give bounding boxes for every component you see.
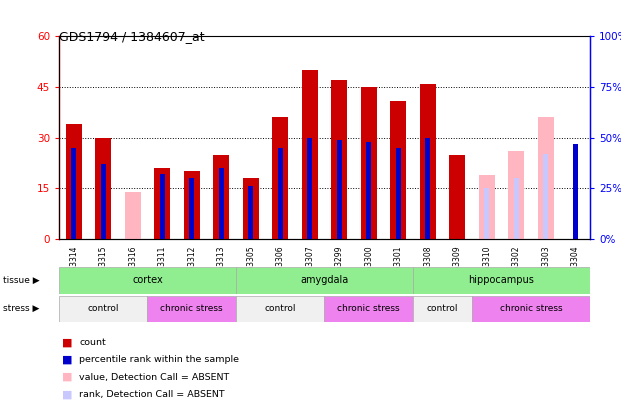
Bar (184, 171, 200, 239)
Text: value, Detection Call = ABSENT: value, Detection Call = ABSENT (79, 373, 230, 382)
Bar (331, 80, 347, 239)
Text: percentile rank within the sample: percentile rank within the sample (79, 355, 240, 364)
Bar (413, 267, 590, 294)
Bar (472, 296, 590, 322)
Bar (366, 142, 371, 239)
Text: ■: ■ (62, 390, 73, 399)
Bar (538, 117, 554, 239)
Text: count: count (79, 338, 106, 347)
Text: cortex: cortex (132, 275, 163, 286)
Bar (236, 296, 324, 322)
Bar (361, 87, 377, 239)
Bar (449, 155, 465, 239)
Bar (66, 124, 82, 239)
Text: ■: ■ (62, 372, 73, 382)
Bar (101, 164, 106, 239)
Bar (272, 117, 288, 239)
Bar (543, 154, 548, 239)
Text: stress ▶: stress ▶ (3, 304, 40, 313)
Bar (219, 168, 224, 239)
Bar (337, 140, 342, 239)
Text: control: control (265, 304, 296, 313)
Text: rank, Detection Call = ABSENT: rank, Detection Call = ABSENT (79, 390, 225, 399)
Text: hippocampus: hippocampus (468, 275, 535, 286)
Bar (514, 178, 519, 239)
Bar (59, 296, 147, 322)
Bar (324, 296, 413, 322)
Text: ■: ■ (62, 355, 73, 364)
Text: amygdala: amygdala (301, 275, 348, 286)
Text: chronic stress: chronic stress (337, 304, 400, 313)
Bar (307, 138, 312, 239)
Bar (420, 84, 436, 239)
Bar (390, 100, 406, 239)
Bar (302, 70, 318, 239)
Text: ■: ■ (62, 337, 73, 347)
Bar (154, 168, 170, 239)
Bar (243, 178, 259, 239)
Text: control: control (427, 304, 458, 313)
Bar (484, 188, 489, 239)
Bar (425, 138, 430, 239)
Bar (59, 267, 236, 294)
Text: chronic stress: chronic stress (160, 304, 223, 313)
Bar (508, 151, 524, 239)
Bar (95, 138, 111, 239)
Text: GDS1794 / 1384607_at: GDS1794 / 1384607_at (59, 30, 205, 43)
Bar (413, 296, 472, 322)
Bar (160, 174, 165, 239)
Text: control: control (88, 304, 119, 313)
Bar (189, 178, 194, 239)
Bar (125, 192, 141, 239)
Bar (573, 144, 578, 239)
Bar (236, 267, 413, 294)
Bar (147, 296, 236, 322)
Text: tissue ▶: tissue ▶ (3, 276, 40, 285)
Bar (71, 148, 76, 239)
Bar (213, 155, 229, 239)
Bar (479, 175, 495, 239)
Text: chronic stress: chronic stress (500, 304, 562, 313)
Bar (248, 186, 253, 239)
Bar (278, 148, 283, 239)
Bar (396, 148, 401, 239)
